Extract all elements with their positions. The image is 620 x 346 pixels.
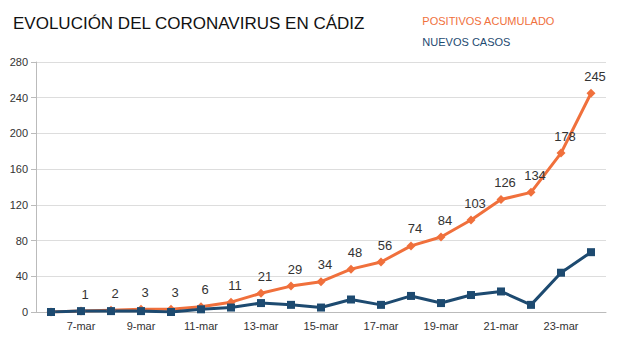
svg-text:29: 29 [288,262,302,277]
svg-text:3: 3 [141,285,148,300]
svg-text:245: 245 [584,69,606,84]
svg-text:126: 126 [494,175,516,190]
svg-text:1: 1 [81,287,88,302]
svg-text:15-mar: 15-mar [304,320,339,332]
svg-text:84: 84 [438,213,452,228]
svg-text:178: 178 [554,129,576,144]
svg-text:0: 0 [22,306,28,318]
svg-text:19-mar: 19-mar [424,320,459,332]
svg-text:21-mar: 21-mar [484,320,519,332]
svg-text:EVOLUCIÓN DEL CORONAVIRUS EN C: EVOLUCIÓN DEL CORONAVIRUS EN CÁDIZ [13,14,364,33]
svg-text:2: 2 [111,286,118,301]
svg-text:9-mar: 9-mar [127,320,156,332]
svg-text:56: 56 [378,238,392,253]
svg-text:40: 40 [16,270,28,282]
svg-text:280: 280 [10,56,28,68]
svg-text:6: 6 [201,282,208,297]
svg-text:23-mar: 23-mar [544,320,579,332]
svg-text:17-mar: 17-mar [364,320,399,332]
svg-text:200: 200 [10,127,28,139]
svg-text:240: 240 [10,92,28,104]
svg-text:11-mar: 11-mar [184,320,218,332]
svg-text:74: 74 [408,221,422,236]
svg-text:7-mar: 7-mar [67,320,96,332]
svg-text:3: 3 [171,285,178,300]
svg-text:13-mar: 13-mar [244,320,279,332]
svg-text:21: 21 [258,269,272,284]
svg-text:11: 11 [228,278,242,293]
svg-text:NUEVOS CASOS: NUEVOS CASOS [422,36,510,48]
svg-text:103: 103 [464,196,486,211]
svg-text:34: 34 [318,257,332,272]
svg-text:POSITIVOS ACUMULADO: POSITIVOS ACUMULADO [422,15,554,27]
svg-text:160: 160 [10,163,28,175]
svg-text:134: 134 [524,168,546,183]
svg-text:48: 48 [348,245,362,260]
svg-text:120: 120 [10,199,28,211]
svg-text:80: 80 [16,235,28,247]
